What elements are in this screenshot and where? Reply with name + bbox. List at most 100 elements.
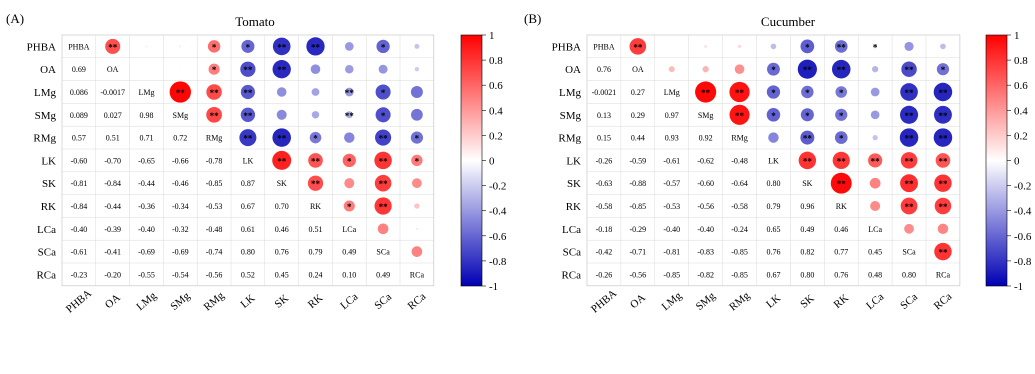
correlation-value: -0.54 xyxy=(172,270,189,279)
row-label: SCa xyxy=(563,247,581,259)
correlation-value: -0.58 xyxy=(731,202,748,211)
significance-mark: ** xyxy=(311,156,321,166)
row-label: LMg xyxy=(34,87,57,99)
correlation-value: 0.97 xyxy=(665,111,679,120)
significance-mark: ** xyxy=(379,202,389,212)
significance-mark: * xyxy=(347,202,352,212)
diagonal-label: SK xyxy=(277,179,287,188)
significance-mark: * xyxy=(805,42,810,52)
colorbar-tick-label: 1 xyxy=(489,30,495,42)
significance-mark: ** xyxy=(311,42,321,52)
correlation-value: -0.41 xyxy=(104,248,121,257)
correlation-value: 0.92 xyxy=(699,134,713,143)
correlation-value: 0.46 xyxy=(834,225,848,234)
significance-mark: * xyxy=(771,111,776,121)
correlation-value: -0.88 xyxy=(630,179,647,188)
colorbar-tick-label: -0.4 xyxy=(1014,206,1032,218)
correlation-value: 0.089 xyxy=(70,111,88,120)
colorbar-tick-label: 0.4 xyxy=(1014,105,1028,117)
colorbar: 1 0.8 0.6 0.4 0.2 0 -0.2 -0.4 -0.6 -0.8 -1 xyxy=(460,30,507,293)
significance-mark: ** xyxy=(837,179,847,189)
column-label: LMg xyxy=(134,290,159,314)
correlation-value: -0.59 xyxy=(630,156,647,165)
significance-mark: ** xyxy=(176,88,186,98)
correlation-value: 0.57 xyxy=(72,134,86,143)
correlation-circle xyxy=(936,63,950,76)
row-label: RMg xyxy=(558,133,581,145)
significance-mark: ** xyxy=(905,111,915,121)
significance-mark: ** xyxy=(938,111,948,121)
correlation-value: 0.72 xyxy=(173,134,187,143)
correlation-value: -0.84 xyxy=(104,179,121,188)
correlation-circle xyxy=(410,131,424,144)
significance-mark: ** xyxy=(837,156,847,166)
correlation-circle xyxy=(207,40,221,53)
panel-cucumber: (B) Cucumber PHBA ** * ** *0.76 OA * ** ** ** *-0.… xyxy=(524,11,1032,316)
colorbar-tick-label: -0.4 xyxy=(489,206,507,218)
diagonal-label: LCa xyxy=(868,225,882,234)
diagonal-label: SCa xyxy=(902,248,916,257)
diagonal-label: LCa xyxy=(342,225,356,234)
correlation-value: -0.24 xyxy=(731,225,748,234)
correlation-circle xyxy=(344,87,354,97)
correlation-value: 0.79 xyxy=(766,202,780,211)
correlation-circle xyxy=(901,61,917,77)
grid-frame xyxy=(586,34,961,287)
correlation-value: -0.34 xyxy=(172,202,189,211)
correlation-value: -0.61 xyxy=(663,156,680,165)
correlation-value: -0.40 xyxy=(71,225,88,234)
significance-mark: ** xyxy=(905,202,915,212)
colorbar-tick-label: -0.6 xyxy=(1014,231,1032,243)
correlation-circle xyxy=(868,153,883,168)
column-label: LCa xyxy=(864,291,886,312)
correlation-value: -0.69 xyxy=(172,248,189,257)
significance-mark: ** xyxy=(277,156,287,166)
correlation-value: -0.26 xyxy=(596,156,613,165)
column-label: RCa xyxy=(932,291,955,313)
significance-mark: ** xyxy=(379,156,389,166)
correlation-circle xyxy=(414,67,420,72)
diagonal-label: RMg xyxy=(206,134,222,143)
correlation-value: 0.27 xyxy=(631,88,645,97)
colorbar-tick-label: -0.8 xyxy=(1014,256,1032,268)
significance-mark: ** xyxy=(277,42,287,52)
correlation-circle xyxy=(766,108,781,122)
correlation-value: -0.84 xyxy=(71,202,88,211)
correlation-value: -0.61 xyxy=(71,248,88,257)
correlation-value: 0.44 xyxy=(631,134,645,143)
correlation-circle xyxy=(695,81,717,103)
significance-mark: * xyxy=(347,156,352,166)
correlation-value: 0.79 xyxy=(309,248,323,257)
correlation-circle xyxy=(414,203,420,209)
correlation-value: 0.80 xyxy=(241,248,255,257)
correlation-circle xyxy=(767,62,780,76)
correlation-value: -0.85 xyxy=(206,179,223,188)
significance-mark: ** xyxy=(905,179,915,189)
correlation-circle xyxy=(770,43,777,50)
correlation-circle xyxy=(206,106,222,123)
significance-mark: ** xyxy=(803,134,813,144)
correlation-circle xyxy=(179,68,182,70)
correlation-value: 0.76 xyxy=(275,248,289,257)
correlation-circle xyxy=(831,59,851,79)
column-label: SK xyxy=(273,292,292,310)
correlation-value: 0.65 xyxy=(766,225,780,234)
diagonal-label: LK xyxy=(768,156,779,165)
correlation-circle xyxy=(934,105,952,124)
row-label: LMg xyxy=(559,87,582,99)
correlation-circle xyxy=(870,200,881,212)
significance-mark: ** xyxy=(633,42,643,52)
correlation-circle xyxy=(766,85,781,99)
correlation-circle xyxy=(309,131,322,144)
significance-mark: ** xyxy=(243,65,253,75)
correlation-value: -0.60 xyxy=(697,179,714,188)
column-label: SMg xyxy=(168,290,192,313)
row-label: RK xyxy=(41,201,56,213)
significance-mark: * xyxy=(839,88,844,98)
correlation-value: -0.20 xyxy=(104,270,121,279)
correlation-value: -0.56 xyxy=(630,270,647,279)
significance-mark: ** xyxy=(938,248,948,258)
significance-mark: * xyxy=(381,111,386,121)
column-label: RCa xyxy=(406,291,429,313)
significance-mark: ** xyxy=(938,88,948,98)
